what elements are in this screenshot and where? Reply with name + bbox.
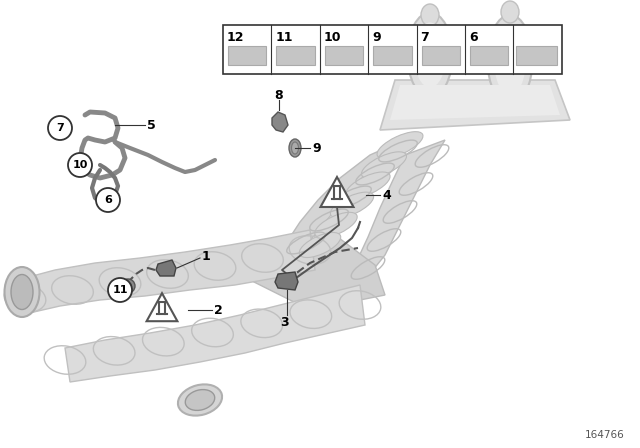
Ellipse shape xyxy=(11,275,33,310)
Ellipse shape xyxy=(494,25,526,95)
Polygon shape xyxy=(275,272,298,290)
Polygon shape xyxy=(390,85,560,120)
Ellipse shape xyxy=(289,139,301,157)
Ellipse shape xyxy=(121,279,135,293)
FancyBboxPatch shape xyxy=(228,46,266,65)
Ellipse shape xyxy=(178,384,222,416)
Ellipse shape xyxy=(300,233,340,258)
Polygon shape xyxy=(338,140,445,290)
Text: 7: 7 xyxy=(56,123,64,133)
Text: 9: 9 xyxy=(372,30,381,43)
Polygon shape xyxy=(156,260,176,276)
Circle shape xyxy=(48,116,72,140)
Text: 8: 8 xyxy=(274,89,283,102)
Ellipse shape xyxy=(315,212,357,238)
Text: 5: 5 xyxy=(147,119,156,132)
FancyBboxPatch shape xyxy=(470,46,508,65)
Polygon shape xyxy=(272,112,288,132)
Ellipse shape xyxy=(4,267,40,317)
Polygon shape xyxy=(265,135,415,265)
Ellipse shape xyxy=(125,283,131,289)
Text: 2: 2 xyxy=(214,303,223,316)
Polygon shape xyxy=(65,285,365,382)
Ellipse shape xyxy=(414,22,446,87)
Text: 7: 7 xyxy=(420,30,429,43)
Ellipse shape xyxy=(377,132,423,158)
Ellipse shape xyxy=(186,390,214,410)
Text: 164766: 164766 xyxy=(585,430,625,440)
Polygon shape xyxy=(380,80,570,130)
Text: 11: 11 xyxy=(275,30,292,43)
FancyBboxPatch shape xyxy=(223,25,562,74)
FancyBboxPatch shape xyxy=(373,46,412,65)
Text: 10: 10 xyxy=(324,30,341,43)
Ellipse shape xyxy=(421,4,439,26)
Text: 4: 4 xyxy=(382,189,391,202)
Text: 11: 11 xyxy=(112,285,128,295)
Circle shape xyxy=(68,153,92,177)
Text: 10: 10 xyxy=(72,160,88,170)
Text: 6: 6 xyxy=(104,195,112,205)
Text: 3: 3 xyxy=(280,315,289,328)
Polygon shape xyxy=(321,177,353,207)
FancyBboxPatch shape xyxy=(276,46,315,65)
Ellipse shape xyxy=(346,172,390,198)
FancyBboxPatch shape xyxy=(422,46,460,65)
Circle shape xyxy=(96,188,120,212)
Polygon shape xyxy=(147,293,177,321)
Text: 9: 9 xyxy=(312,142,321,155)
FancyBboxPatch shape xyxy=(516,46,557,65)
Text: 6: 6 xyxy=(469,30,477,43)
Circle shape xyxy=(108,278,132,302)
Text: 1: 1 xyxy=(202,250,211,263)
Ellipse shape xyxy=(488,15,532,105)
Ellipse shape xyxy=(501,1,519,23)
FancyBboxPatch shape xyxy=(324,46,363,65)
Text: 12: 12 xyxy=(227,30,244,43)
Polygon shape xyxy=(250,235,385,310)
Ellipse shape xyxy=(362,152,406,178)
Ellipse shape xyxy=(408,13,452,98)
Ellipse shape xyxy=(330,192,374,218)
Ellipse shape xyxy=(291,142,298,154)
Polygon shape xyxy=(25,230,315,314)
